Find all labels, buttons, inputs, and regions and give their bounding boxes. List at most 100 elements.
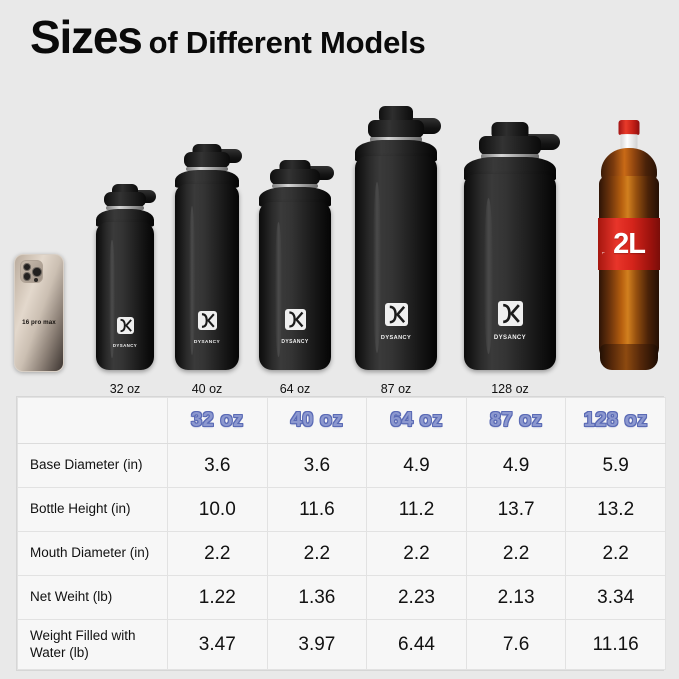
table-cell: 2.2 <box>167 531 268 576</box>
column-header-32oz: 32 oz <box>167 397 268 444</box>
row-label: Mouth Diameter (in) <box>17 531 168 576</box>
row-label: Net Weiht (lb) <box>17 575 168 620</box>
brand-name: DYSANCY <box>281 339 309 345</box>
brand-logo: DYSANCY <box>483 301 537 344</box>
page-title-rest: of Different Models <box>148 25 426 60</box>
iphone-reference: 16 pro max <box>14 254 64 372</box>
bottle-size-label: 32 oz <box>109 382 141 396</box>
table-row: Net Weiht (lb) 1.22 1.36 2.23 2.13 3.34 <box>17 575 666 620</box>
bottle-size-label: 40 oz <box>191 382 223 396</box>
cola-bottle-reference: 2L L <box>597 120 661 370</box>
table-row: Weight Filled with Water (lb) 3.47 3.97 … <box>17 619 666 670</box>
table-header-row: 32 oz 40 oz 64 oz 87 oz 128 oz <box>17 397 666 444</box>
cola-side-text: L <box>601 252 606 255</box>
row-label: Weight Filled with Water (lb) <box>17 619 168 670</box>
iphone-model-label: 16 pro max <box>22 319 56 326</box>
table-cell: 4.9 <box>465 443 567 488</box>
neck-ring <box>106 206 144 210</box>
bottle-cap <box>184 152 230 168</box>
brand-name: DYSANCY <box>193 340 221 345</box>
bottle-cap <box>104 192 146 207</box>
table-row: Bottle Height (in) 10.0 11.6 11.2 13.7 1… <box>17 487 666 532</box>
table-cell: 2.2 <box>465 531 567 576</box>
table-cell: 3.6 <box>266 443 368 488</box>
dysancy-mark-icon <box>384 303 408 326</box>
bottle-body <box>259 202 331 370</box>
page-title: Sizes of Different Models <box>30 14 426 60</box>
bottle-body <box>175 184 239 370</box>
cap-top <box>379 106 413 122</box>
table-cell: 3.34 <box>565 575 666 620</box>
table-cell: 3.6 <box>167 443 268 488</box>
dysancy-mark-icon <box>197 311 217 330</box>
brand-logo: DYSANCY <box>187 311 227 348</box>
brand-name: DYSANCY <box>493 335 527 341</box>
table-cell: 2.2 <box>565 531 666 576</box>
table-cell: 1.22 <box>167 575 268 620</box>
table-cell: 4.9 <box>366 443 467 488</box>
column-header-87oz: 87 oz <box>465 397 567 444</box>
brand-logo: DYSANCY <box>273 309 317 348</box>
table-cell: 2.2 <box>266 531 368 576</box>
table-cell: 13.2 <box>565 487 666 532</box>
bottle-size-label: 128 oz <box>491 382 529 396</box>
camera-lens-icon <box>22 272 31 281</box>
page-title-strong: Sizes <box>30 11 143 63</box>
brand-name: DYSANCY <box>112 343 138 348</box>
column-header-128oz: 128 oz <box>565 397 666 444</box>
table-cell: 1.36 <box>266 575 368 620</box>
table-cell: 11.2 <box>366 487 467 532</box>
neck-ring <box>481 154 539 159</box>
table-row: Mouth Diameter (in) 2.2 2.2 2.2 2.2 2.2 <box>17 531 666 576</box>
dysancy-mark-icon <box>116 317 134 334</box>
table-cell: 3.97 <box>266 619 368 670</box>
table-cell: 5.9 <box>565 443 666 488</box>
table-corner-cell <box>17 397 168 444</box>
table-cell: 13.7 <box>465 487 567 532</box>
table-cell: 2.23 <box>366 575 467 620</box>
brand-logo: DYSANCY <box>107 317 143 352</box>
bottle-87oz: DYSANCY 87 oz <box>355 106 441 396</box>
bottle-shoulder <box>175 170 239 188</box>
row-label: Base Diameter (in) <box>17 443 168 488</box>
camera-lens-icon <box>22 262 31 271</box>
bottle-size-label: 87 oz <box>380 382 412 396</box>
neck-ring <box>186 167 228 171</box>
table-cell: 11.6 <box>266 487 368 532</box>
table-cell: 2.13 <box>465 575 567 620</box>
bottle-cap <box>479 136 541 155</box>
bottle-base <box>600 344 658 370</box>
bottle-cap <box>270 169 320 185</box>
table-cell: 7.6 <box>465 619 567 670</box>
table-cell: 3.47 <box>167 619 268 670</box>
neck-ring <box>370 137 422 142</box>
table-cell: 2.2 <box>366 531 467 576</box>
brand-logo: DYSANCY <box>371 303 421 344</box>
table-cell: 11.16 <box>565 619 666 670</box>
cap-top <box>491 122 529 138</box>
table-cell: 6.44 <box>366 619 467 670</box>
column-header-label: 40 oz <box>290 409 344 431</box>
table-cell: 10.0 <box>167 487 268 532</box>
flash-icon <box>33 277 38 282</box>
neck-ring <box>272 184 318 188</box>
bottle-cap <box>618 120 640 135</box>
bottle-32oz: DYSANCY 32 oz <box>96 174 156 396</box>
cola-label: 2L L <box>598 218 660 270</box>
brand-name: DYSANCY <box>380 335 412 341</box>
bottle-128oz: DYSANCY 128 oz <box>464 118 560 396</box>
column-header-40oz: 40 oz <box>266 397 368 444</box>
bottle-size-label: 64 oz <box>279 382 311 396</box>
camera-lens-icon <box>32 267 42 277</box>
camera-module-icon <box>20 260 43 283</box>
bottle-cap <box>368 120 424 138</box>
row-label: Bottle Height (in) <box>17 487 168 532</box>
column-header-64oz: 64 oz <box>366 397 467 444</box>
column-header-label: 64 oz <box>390 409 443 431</box>
bottle-neck <box>620 134 638 150</box>
column-header-label: 32 oz <box>191 409 244 431</box>
column-header-label: 128 oz <box>583 409 648 431</box>
cola-volume-text: 2L <box>613 227 646 260</box>
product-lineup: 16 pro max DYSANCY 32 oz <box>0 80 679 396</box>
